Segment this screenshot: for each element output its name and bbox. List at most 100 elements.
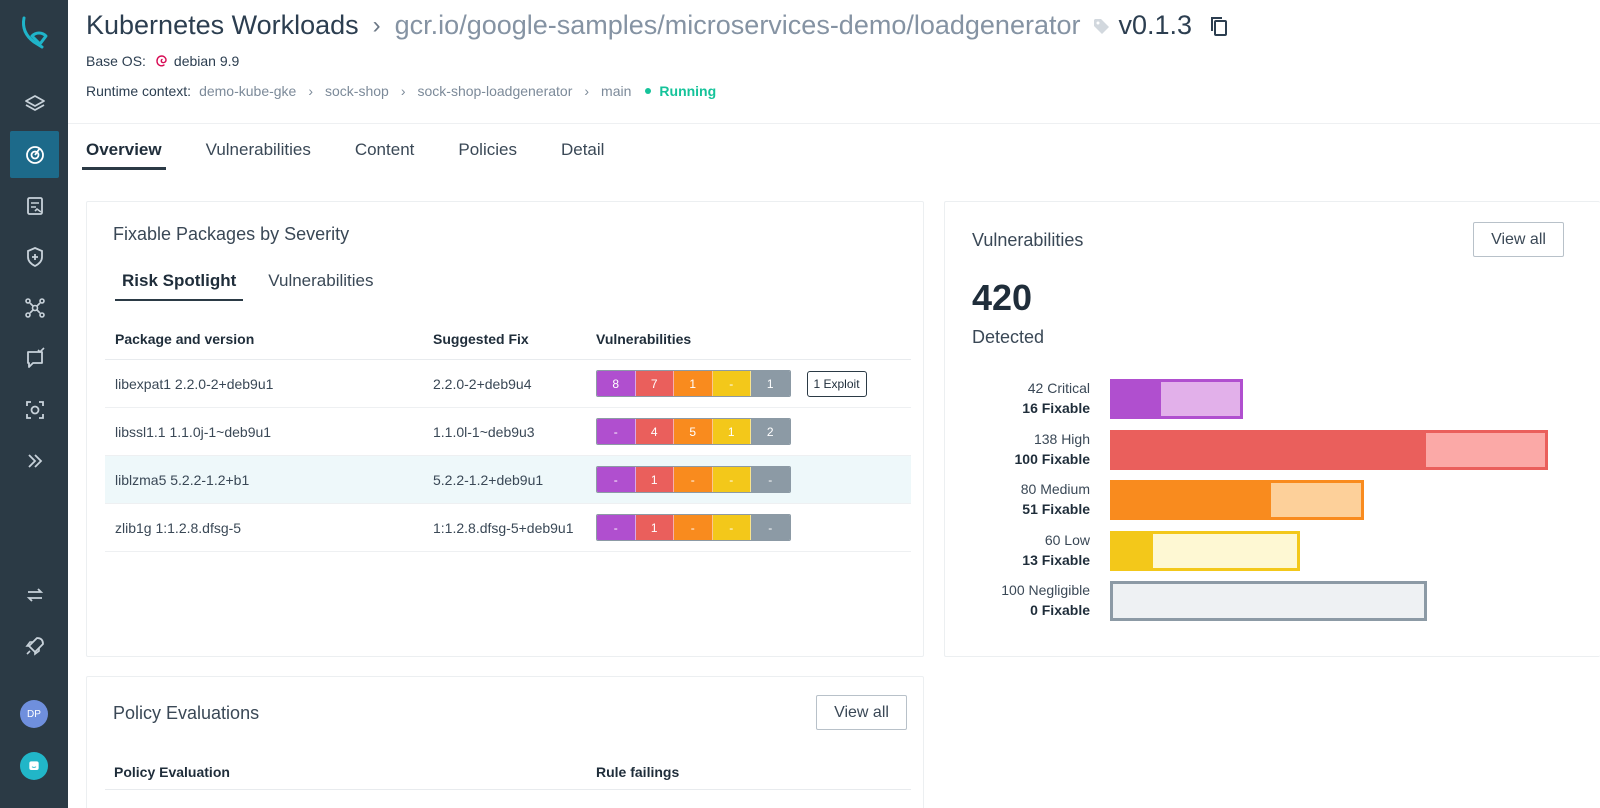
- severity-bar-negligible: [1110, 581, 1427, 621]
- subtab-vulnerabilities[interactable]: Vulnerabilities: [268, 271, 374, 290]
- severity-counts: - 1 - - -: [596, 466, 791, 493]
- fixable-packages-card: Fixable Packages by Severity Risk Spotli…: [86, 201, 924, 657]
- base-os-value: debian 9.9: [173, 53, 240, 69]
- critical-count: -: [597, 419, 636, 444]
- low-count: 1: [712, 419, 751, 444]
- critical-count: 8: [597, 371, 636, 396]
- severity-row-medium[interactable]: 80 Medium 51 Fixable: [945, 476, 1600, 520]
- runtime-label: Runtime context:: [86, 83, 192, 99]
- severity-count-label: 60 Low: [1044, 531, 1090, 548]
- vulnerability-total-label: Detected: [972, 327, 1045, 347]
- table-row[interactable]: zlib1g 1:1.2.8.dfsg-5 1:1.2.8.dfsg-5+deb…: [105, 504, 911, 552]
- double-chevron-icon[interactable]: [10, 437, 59, 484]
- view-all-vulnerabilities-button[interactable]: View all: [1473, 222, 1564, 257]
- vulnerability-total: 420: [972, 277, 1033, 318]
- base-os: Base OS: debian 9.9: [86, 53, 239, 69]
- column-suggested-fix[interactable]: Suggested Fix: [433, 330, 529, 347]
- severity-bar-medium: [1110, 480, 1364, 520]
- medium-count: -: [674, 515, 713, 540]
- severity-row-high[interactable]: 138 High 100 Fixable: [945, 426, 1600, 470]
- vulnerabilities-card: Vulnerabilities View all 420 Detected 42…: [944, 201, 1600, 657]
- subtab-risk-spotlight[interactable]: Risk Spotlight: [115, 271, 244, 301]
- sidebar: DP: [0, 0, 68, 808]
- column-rule-failings[interactable]: Rule failings: [596, 763, 680, 780]
- shield-plus-icon[interactable]: [10, 233, 59, 280]
- tab-overview[interactable]: Overview: [82, 140, 166, 170]
- status-dot-icon: [645, 88, 652, 94]
- severity-bar-high: [1110, 429, 1548, 470]
- suggested-fix: 1.1.0l-1~deb9u3: [433, 423, 535, 440]
- severity-row-critical[interactable]: 42 Critical 16 Fixable: [945, 375, 1600, 419]
- tag-icon: [1092, 17, 1110, 35]
- exploit-badge[interactable]: 1 Exploit: [806, 370, 867, 397]
- logo-icon[interactable]: [18, 14, 50, 54]
- severity-fixable-label: 16 Fixable: [1022, 400, 1090, 416]
- tab-content[interactable]: Content: [354, 140, 415, 159]
- severity-fixable-fill: [1113, 382, 1162, 416]
- critical-count: -: [597, 515, 636, 540]
- high-count: 1: [635, 467, 674, 492]
- low-count: -: [712, 515, 751, 540]
- column-vulnerabilities[interactable]: Vulnerabilities: [596, 330, 692, 347]
- severity-row-low[interactable]: 60 Low 13 Fixable: [945, 527, 1600, 571]
- fixable-subtabs: Risk Spotlight Vulnerabilities: [115, 271, 399, 301]
- scan-icon[interactable]: [10, 386, 59, 433]
- column-policy-evaluation[interactable]: Policy Evaluation: [114, 763, 230, 780]
- image-version: v0.1.3: [1118, 10, 1193, 40]
- message-check-icon[interactable]: [10, 335, 59, 382]
- view-all-policies-button[interactable]: View all: [816, 695, 907, 730]
- copy-icon[interactable]: [1208, 15, 1230, 37]
- medium-count: -: [674, 467, 713, 492]
- package-name: liblzma5 5.2.2-1.2+b1: [115, 471, 250, 488]
- avatar[interactable]: DP: [20, 700, 48, 728]
- table-row[interactable]: libssl1.1 1.1.0j-1~deb9u1 1.1.0l-1~deb9u…: [105, 408, 911, 456]
- policy-evaluations-card: Policy Evaluations View all Policy Evalu…: [86, 676, 924, 808]
- severity-counts: 8 7 1 - 1: [596, 370, 791, 397]
- chat-icon[interactable]: [20, 752, 48, 780]
- negligible-count: 1: [751, 371, 790, 396]
- base-os-label: Base OS:: [86, 53, 146, 69]
- severity-fixable-fill: [1113, 483, 1272, 517]
- high-count: 7: [635, 371, 674, 396]
- image-path: gcr.io/google-samples/microservices-demo…: [394, 10, 1081, 40]
- rocket-icon[interactable]: [10, 622, 59, 669]
- low-count: -: [712, 467, 751, 492]
- report-icon[interactable]: [10, 182, 59, 229]
- runtime-crumb-namespace[interactable]: sock-shop: [325, 83, 389, 99]
- status-badge: Running: [659, 83, 717, 99]
- page-title: Kubernetes Workloads › gcr.io/google-sam…: [86, 10, 1230, 41]
- layers-icon[interactable]: [10, 80, 59, 127]
- table-header: Package and version Suggested Fix Vulner…: [105, 318, 911, 360]
- policy-evaluations-title: Policy Evaluations: [113, 703, 260, 723]
- radar-icon[interactable]: [10, 131, 59, 178]
- severity-count-label: 80 Medium: [1020, 481, 1090, 497]
- vulnerabilities-title: Vulnerabilities: [972, 230, 1084, 250]
- critical-count: -: [597, 467, 636, 492]
- medium-count: 5: [674, 419, 713, 444]
- sync-icon[interactable]: [10, 571, 59, 618]
- runtime-crumb-cluster[interactable]: demo-kube-gke: [199, 83, 297, 99]
- severity-row-negligible[interactable]: 100 Negligible 0 Fixable: [945, 577, 1600, 621]
- negligible-count: -: [751, 467, 790, 492]
- table-row[interactable]: liblzma5 5.2.2-1.2+b1 5.2.2-1.2+deb9u1 -…: [105, 456, 911, 504]
- tab-vulnerabilities[interactable]: Vulnerabilities: [205, 140, 311, 159]
- column-package[interactable]: Package and version: [115, 330, 255, 347]
- runtime-crumb-workload[interactable]: sock-shop-loadgenerator: [417, 83, 573, 99]
- negligible-count: 2: [751, 419, 790, 444]
- tab-policies[interactable]: Policies: [458, 140, 517, 159]
- high-count: 4: [635, 419, 674, 444]
- suggested-fix: 2.2.0-2+deb9u4: [433, 375, 532, 392]
- runtime-crumb-container[interactable]: main: [601, 83, 632, 99]
- fixable-packages-title: Fixable Packages by Severity: [113, 224, 350, 244]
- severity-fixable-fill: [1113, 432, 1427, 467]
- network-icon[interactable]: [10, 284, 59, 331]
- severity-fixable-label: 13 Fixable: [1022, 551, 1090, 568]
- negligible-count: -: [751, 515, 790, 540]
- severity-count-label: 138 High: [1033, 430, 1090, 447]
- severity-bar-low: [1110, 530, 1300, 571]
- package-name: zlib1g 1:1.2.8.dfsg-5: [115, 519, 242, 536]
- severity-fixable-label: 0 Fixable: [1030, 602, 1090, 618]
- table-row[interactable]: libexpat1 2.2.0-2+deb9u1 2.2.0-2+deb9u4 …: [105, 360, 911, 408]
- tab-detail[interactable]: Detail: [560, 140, 605, 159]
- workload-title[interactable]: Kubernetes Workloads: [86, 10, 359, 40]
